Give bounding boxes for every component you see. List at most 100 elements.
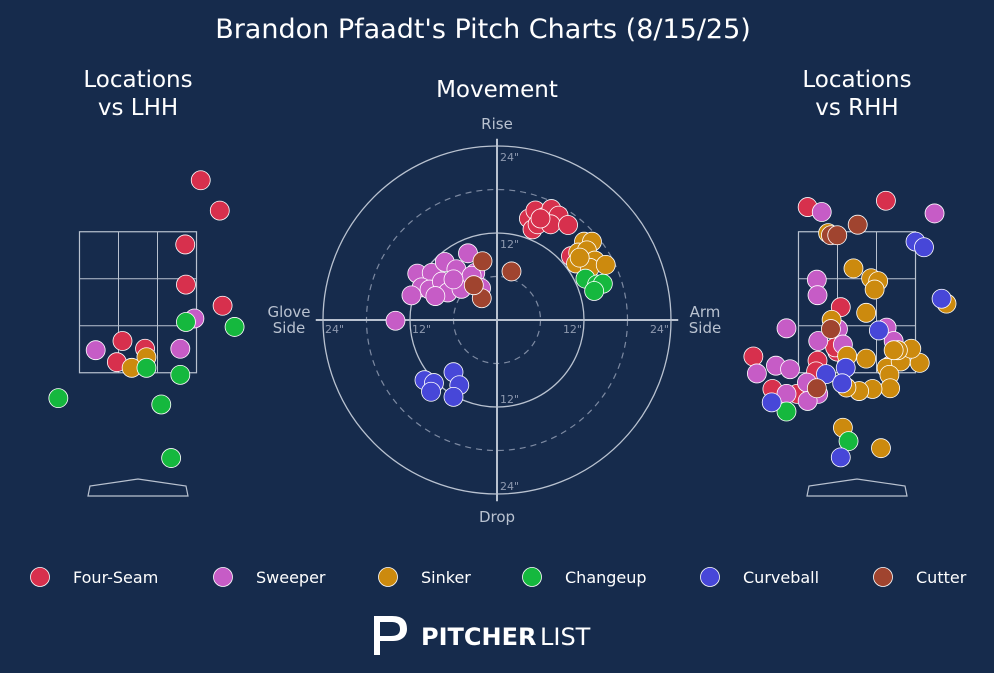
pitch-point-curveball <box>914 237 934 258</box>
movement-ring-label: 24" <box>500 480 519 493</box>
legend-marker <box>30 567 50 587</box>
title-line: Locations <box>802 67 911 93</box>
title-line: vs RHH <box>815 95 898 121</box>
pitch-point-changeup <box>170 364 191 385</box>
legend-item-four-seam: Four-Seam <box>30 567 158 587</box>
legend-marker <box>522 567 542 587</box>
pitch-point-four-seam <box>209 200 230 221</box>
pitch-point-sinker <box>880 378 901 399</box>
pitch-point-sweeper <box>443 269 464 290</box>
pitch-point-sinker <box>864 279 885 300</box>
movement-ring-label: 12" <box>412 323 431 336</box>
pitch-point-sweeper <box>385 310 406 331</box>
pitch-point-cutter <box>472 251 493 272</box>
pitch-point-four-seam <box>112 331 133 351</box>
pitch-point-four-seam <box>212 295 233 316</box>
pitch-point-changeup <box>584 281 605 301</box>
brand-text-pitcher: PITCHER <box>421 623 536 651</box>
pitch-point-cutter <box>501 261 522 282</box>
pitch-point-cutter <box>847 214 868 235</box>
pitch-point-changeup <box>176 312 196 332</box>
pitch-point-sweeper <box>425 286 446 306</box>
pitch-point-curveball <box>816 364 836 385</box>
title-line: Side <box>689 319 721 337</box>
pitch-point-changeup <box>48 388 69 409</box>
legend-label: Changeup <box>565 568 647 587</box>
axis-label-drop: Drop <box>479 508 515 526</box>
lhh-home-plate <box>87 478 189 497</box>
rhh-home-plate <box>806 478 908 497</box>
pitch-point-sinker <box>843 258 864 279</box>
legend-item-curveball: Curveball <box>700 567 819 587</box>
legend-marker <box>213 567 233 587</box>
pitch-point-sweeper <box>401 285 422 306</box>
pitch-point-curveball <box>832 373 853 394</box>
pitch-point-changeup <box>151 394 172 415</box>
pitch-point-cutter <box>821 319 841 339</box>
rhh-chart-title: Locations vs RHH <box>802 67 911 121</box>
axis-label-arm-side: Arm Side <box>689 303 721 337</box>
pitch-point-curveball <box>443 386 464 407</box>
pitch-point-curveball <box>421 381 441 402</box>
pitch-point-curveball <box>868 320 889 341</box>
pitch-point-changeup <box>136 357 157 378</box>
pitch-point-sinker <box>595 254 616 275</box>
locations-vs-lhh-chart: Locations vs LHH <box>48 67 245 497</box>
movement-ring-label: 12" <box>500 393 519 406</box>
pitch-point-sweeper <box>924 203 945 224</box>
legend-label: Cutter <box>916 568 967 587</box>
pitch-point-curveball <box>931 288 952 309</box>
legend-label: Sinker <box>421 568 471 587</box>
movement-ring-label: 12" <box>563 323 582 336</box>
movement-chart-title: Movement <box>436 77 558 103</box>
pitch-point-four-seam <box>558 215 578 235</box>
legend-label: Four-Seam <box>73 568 158 587</box>
legend-marker <box>700 567 720 587</box>
title-line: Glove <box>267 303 310 321</box>
pitch-point-sweeper <box>780 359 800 380</box>
title-line: Side <box>273 319 305 337</box>
pitcherlist-brand: PITCHER LIST <box>370 614 591 655</box>
movement-ring-label: 24" <box>500 151 519 164</box>
pitch-point-sinker <box>569 247 590 268</box>
pitch-point-four-seam <box>175 234 196 255</box>
pitch-point-changeup <box>224 317 245 337</box>
pitch-point-sinker <box>871 438 891 459</box>
rhh-pitch-points <box>743 190 957 468</box>
movement-ring-label: 24" <box>650 323 669 336</box>
movement-grid: 24" 12" 12" 24" 24" 12" 12" 24" <box>315 138 679 502</box>
axis-label-rise: Rise <box>481 115 513 133</box>
pitch-point-sweeper <box>808 331 829 351</box>
pitch-point-changeup <box>776 401 797 422</box>
pitch-point-sinker <box>856 348 877 369</box>
pitch-point-changeup <box>838 431 859 452</box>
locations-vs-rhh-chart: Locations vs RHH <box>743 67 957 497</box>
pitch-point-sweeper <box>776 318 797 339</box>
legend-item-cutter: Cutter <box>873 567 967 587</box>
movement-ring-label: 24" <box>325 323 344 336</box>
lhh-pitch-points <box>48 170 245 468</box>
pitch-point-curveball <box>830 447 851 468</box>
pitch-point-sinker <box>883 340 904 361</box>
movement-chart: Movement 24" 12" 12" 24" 24" 12" 12" 24" Rise D… <box>267 77 721 526</box>
pitch-point-cutter <box>806 378 827 399</box>
title-line: Arm <box>690 303 721 321</box>
pitch-point-sweeper <box>807 285 828 306</box>
pitch-point-sinker <box>856 302 877 323</box>
pitch-point-cutter <box>463 275 484 296</box>
legend-item-changeup: Changeup <box>522 567 647 587</box>
title-line: Locations <box>83 67 192 93</box>
pitch-point-four-seam <box>190 170 211 191</box>
pitch-point-sweeper <box>746 363 767 384</box>
pitch-point-four-seam <box>876 190 896 211</box>
pitch-point-cutter <box>827 225 848 246</box>
movement-ring-label: 12" <box>500 238 519 251</box>
legend-item-sweeper: Sweeper <box>213 567 326 587</box>
pitch-point-four-seam <box>743 346 764 367</box>
pitch-point-sweeper <box>85 340 106 361</box>
pitcherlist-logo-icon <box>370 614 407 655</box>
legend-marker <box>873 567 893 587</box>
pitch-point-curveball <box>761 392 782 413</box>
lhh-chart-title: Locations vs LHH <box>83 67 192 121</box>
